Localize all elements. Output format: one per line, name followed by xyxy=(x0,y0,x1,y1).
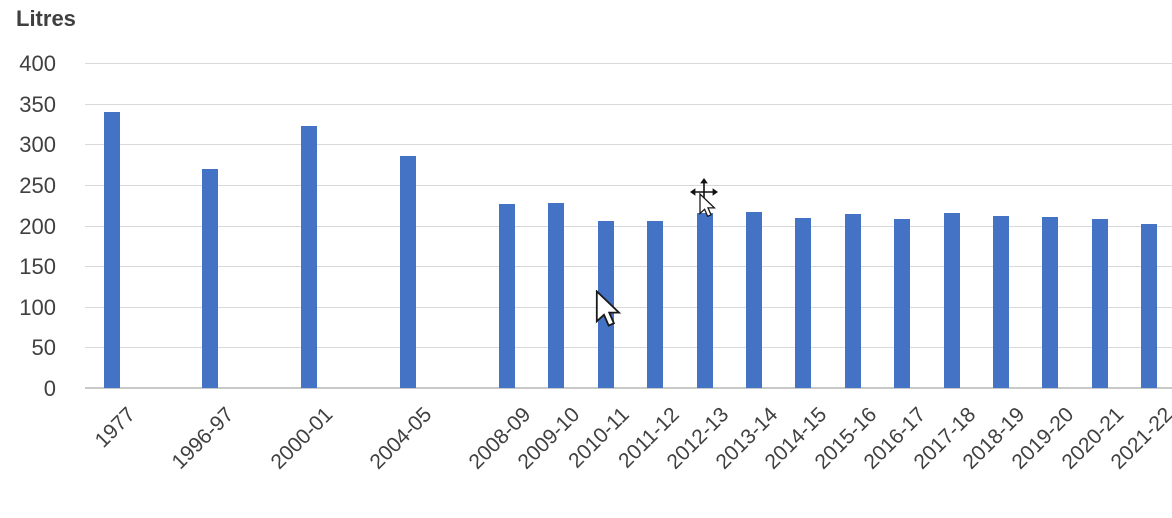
y-tick-label-300: 300 xyxy=(19,132,56,158)
chart-title: Litres xyxy=(16,6,76,31)
bar-2018-19[interactable] xyxy=(993,215,1010,388)
gridline-250 xyxy=(85,184,1172,186)
x-axis-line xyxy=(85,387,1172,389)
plot-area[interactable] xyxy=(85,63,1172,389)
y-tick-label-200: 200 xyxy=(19,213,56,239)
bar-2008-09[interactable] xyxy=(498,203,515,388)
x-tick-label-2000-01: 2000-01 xyxy=(266,403,338,474)
gridline-350 xyxy=(85,103,1172,105)
bar-2013-14[interactable] xyxy=(745,211,762,388)
bar-2010-11[interactable] xyxy=(597,220,614,388)
gridline-200 xyxy=(85,225,1172,227)
y-tick-label-150: 150 xyxy=(19,254,56,280)
bar-2015-16[interactable] xyxy=(844,214,861,388)
y-tick-label-50: 50 xyxy=(31,335,56,361)
bar-2014-15[interactable] xyxy=(795,218,812,388)
y-tick-label-400: 400 xyxy=(19,51,56,76)
bar-1977[interactable] xyxy=(103,111,120,388)
y-tick-label-250: 250 xyxy=(19,172,56,198)
gridline-400 xyxy=(85,63,1172,64)
bar-2004-05[interactable] xyxy=(400,156,417,388)
bar-2000-01[interactable] xyxy=(301,126,318,388)
bar-2019-20[interactable] xyxy=(1042,217,1059,388)
bar-2021-22[interactable] xyxy=(1141,223,1158,388)
bar-2017-18[interactable] xyxy=(943,213,960,388)
gridline-300 xyxy=(85,144,1172,146)
y-tick-label-0: 0 xyxy=(43,376,56,401)
gridline-50 xyxy=(85,347,1172,349)
y-tick-label-100: 100 xyxy=(19,294,56,320)
bar-2009-10[interactable] xyxy=(548,202,565,388)
x-tick-label-1977: 1977 xyxy=(90,403,140,453)
bar-2020-21[interactable] xyxy=(1091,219,1108,388)
gridline-150 xyxy=(85,266,1172,268)
bar-2016-17[interactable] xyxy=(894,219,911,388)
x-tick-label-2004-05: 2004-05 xyxy=(365,403,437,474)
y-tick-label-350: 350 xyxy=(19,91,56,117)
bar-1996-97[interactable] xyxy=(202,168,219,388)
bar-2011-12[interactable] xyxy=(647,220,664,388)
bar-2012-13[interactable] xyxy=(696,212,713,388)
gridline-100 xyxy=(85,306,1172,308)
x-tick-label-1996-97: 1996-97 xyxy=(167,403,239,474)
